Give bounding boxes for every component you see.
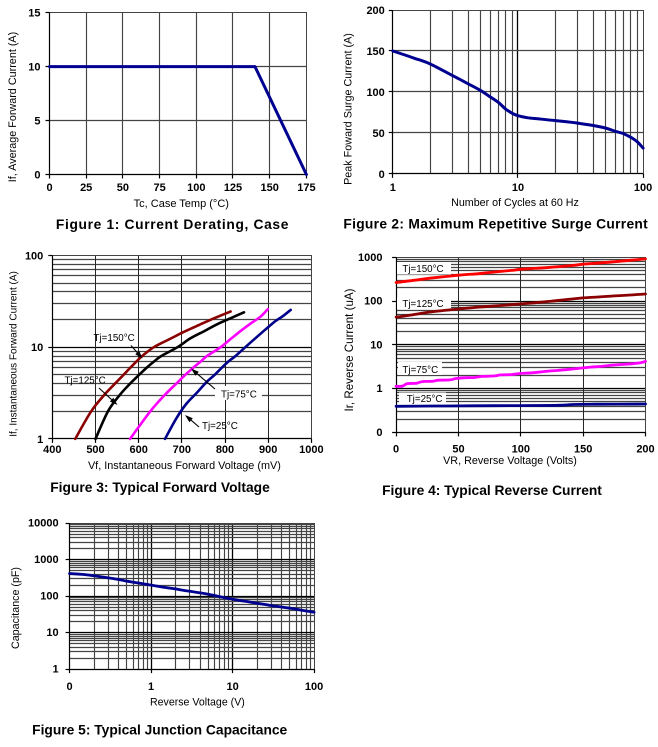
svg-text:Tj=75°C: Tj=75°C bbox=[221, 390, 257, 401]
svg-text:If, Average Forward Current (A: If, Average Forward Current (A) bbox=[7, 32, 19, 182]
svg-text:25: 25 bbox=[80, 182, 92, 194]
svg-text:400: 400 bbox=[43, 444, 61, 456]
svg-text:0: 0 bbox=[376, 427, 382, 439]
svg-text:10: 10 bbox=[226, 681, 238, 693]
svg-text:50: 50 bbox=[452, 444, 464, 456]
svg-text:100: 100 bbox=[40, 591, 58, 603]
svg-text:500: 500 bbox=[86, 444, 104, 456]
svg-text:150: 150 bbox=[574, 444, 592, 456]
svg-text:200: 200 bbox=[636, 444, 654, 456]
svg-text:Figure 1: Current Derating, Ca: Figure 1: Current Derating, Case bbox=[56, 217, 289, 232]
svg-text:150: 150 bbox=[366, 46, 384, 58]
svg-text:900: 900 bbox=[259, 444, 277, 456]
svg-text:0: 0 bbox=[67, 681, 73, 693]
svg-text:125: 125 bbox=[224, 182, 242, 194]
svg-text:Tj=125°C: Tj=125°C bbox=[402, 299, 443, 310]
svg-text:10: 10 bbox=[370, 339, 382, 351]
svg-text:100: 100 bbox=[364, 296, 382, 308]
svg-text:100: 100 bbox=[25, 251, 43, 263]
svg-text:15: 15 bbox=[28, 8, 40, 20]
svg-text:Figure 2: Maximum Repetitive S: Figure 2: Maximum Repetitive Surge Curre… bbox=[343, 217, 648, 232]
svg-text:Tj=125°C: Tj=125°C bbox=[65, 376, 106, 387]
svg-text:VR, Reverse Voltage (Volts): VR, Reverse Voltage (Volts) bbox=[443, 455, 577, 467]
svg-text:0: 0 bbox=[393, 444, 399, 456]
svg-text:1: 1 bbox=[148, 681, 154, 693]
svg-text:Tj=150°C: Tj=150°C bbox=[94, 333, 135, 344]
svg-text:If, Instantaneous Forward Curr: If, Instantaneous Forward Current (A) bbox=[8, 271, 19, 437]
svg-text:Number of Cycles at 60 Hz: Number of Cycles at 60 Hz bbox=[451, 197, 579, 209]
svg-text:Tc, Case Temp (°C): Tc, Case Temp (°C) bbox=[134, 198, 229, 210]
svg-text:5: 5 bbox=[34, 116, 40, 128]
svg-text:50: 50 bbox=[117, 182, 129, 194]
svg-text:100: 100 bbox=[366, 87, 384, 99]
svg-text:175: 175 bbox=[297, 182, 315, 194]
svg-text:700: 700 bbox=[173, 444, 191, 456]
svg-text:1000: 1000 bbox=[358, 252, 382, 264]
svg-text:Tj=25°C: Tj=25°C bbox=[202, 421, 238, 432]
svg-text:1000: 1000 bbox=[34, 554, 58, 566]
svg-text:10: 10 bbox=[46, 627, 58, 639]
svg-text:800: 800 bbox=[216, 444, 234, 456]
svg-text:Capacitance (pF): Capacitance (pF) bbox=[10, 567, 22, 649]
svg-text:10: 10 bbox=[31, 342, 43, 354]
svg-text:Tj=75°C: Tj=75°C bbox=[402, 365, 438, 376]
svg-text:0: 0 bbox=[46, 182, 52, 194]
svg-text:1: 1 bbox=[52, 664, 58, 676]
svg-text:Tj=150°C: Tj=150°C bbox=[402, 264, 443, 275]
svg-text:100: 100 bbox=[512, 444, 530, 456]
svg-text:0: 0 bbox=[379, 169, 385, 181]
svg-text:150: 150 bbox=[261, 182, 279, 194]
svg-text:Figure 3: Typical Forward Volt: Figure 3: Typical Forward Voltage bbox=[50, 480, 270, 495]
svg-text:75: 75 bbox=[153, 182, 165, 194]
svg-text:Ir, Reverse Current (uA): Ir, Reverse Current (uA) bbox=[343, 288, 356, 411]
svg-text:1: 1 bbox=[390, 182, 396, 194]
svg-text:0: 0 bbox=[34, 170, 40, 182]
svg-text:Figure 5: Typical Junction Cap: Figure 5: Typical Junction Capacitance bbox=[32, 723, 287, 738]
svg-text:200: 200 bbox=[366, 5, 384, 17]
svg-text:1: 1 bbox=[37, 434, 43, 446]
svg-text:1000: 1000 bbox=[299, 444, 323, 456]
svg-text:1: 1 bbox=[376, 383, 382, 395]
svg-text:600: 600 bbox=[130, 444, 148, 456]
svg-text:100: 100 bbox=[305, 681, 323, 693]
svg-text:Tj=25°C: Tj=25°C bbox=[407, 394, 443, 405]
svg-text:10: 10 bbox=[512, 182, 524, 194]
svg-text:50: 50 bbox=[373, 128, 385, 140]
svg-text:Peak Foward Surge Current (A): Peak Foward Surge Current (A) bbox=[343, 33, 355, 185]
svg-text:100: 100 bbox=[187, 182, 205, 194]
svg-text:Vf, Instantaneous Forward Vol: Vf, Instantaneous Forward Voltage (mV) bbox=[88, 460, 281, 472]
svg-text:Reverse Voltage (V): Reverse Voltage (V) bbox=[150, 697, 245, 709]
svg-text:100: 100 bbox=[634, 182, 652, 194]
svg-text:Figure 4: Typical Reverse Curr: Figure 4: Typical Reverse Current bbox=[382, 483, 602, 498]
svg-text:10000: 10000 bbox=[28, 518, 59, 530]
svg-text:10: 10 bbox=[28, 62, 40, 74]
